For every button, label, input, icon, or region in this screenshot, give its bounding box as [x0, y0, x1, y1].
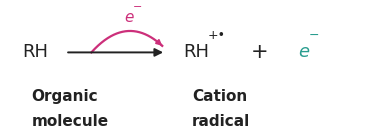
Text: +•: +• — [207, 29, 225, 42]
Text: RH: RH — [183, 43, 209, 61]
Text: RH: RH — [22, 43, 48, 61]
Text: radical: radical — [192, 114, 250, 129]
Text: Cation: Cation — [192, 89, 247, 104]
Text: e: e — [124, 10, 134, 24]
Text: e: e — [298, 43, 310, 61]
Text: +: + — [250, 42, 268, 62]
Text: molecule: molecule — [32, 114, 109, 129]
Text: −: − — [309, 29, 320, 42]
Text: Organic: Organic — [32, 89, 98, 104]
Text: −: − — [133, 2, 143, 12]
